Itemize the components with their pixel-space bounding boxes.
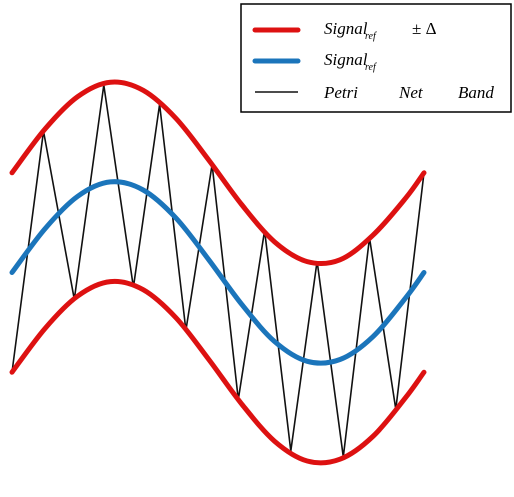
legend-label-petri: Petri Net Band (323, 83, 494, 102)
lower-band-line (9, 278, 427, 466)
upper-band-line (9, 79, 427, 267)
legend: Signal ref ± Δ Signal ref Petri Net Band (240, 3, 512, 113)
reference-signal-line (9, 179, 427, 366)
legend-frame (240, 3, 512, 113)
legend-petri-word-1: Petri (323, 83, 358, 102)
legend-petri-word-2: Net (398, 83, 424, 102)
legend-petri-word-3: Band (458, 83, 494, 102)
legend-label-reference: Signal ref (324, 50, 377, 73)
legend-label-band: Signal ref ± Δ (324, 19, 437, 43)
curves-layer (9, 79, 427, 466)
